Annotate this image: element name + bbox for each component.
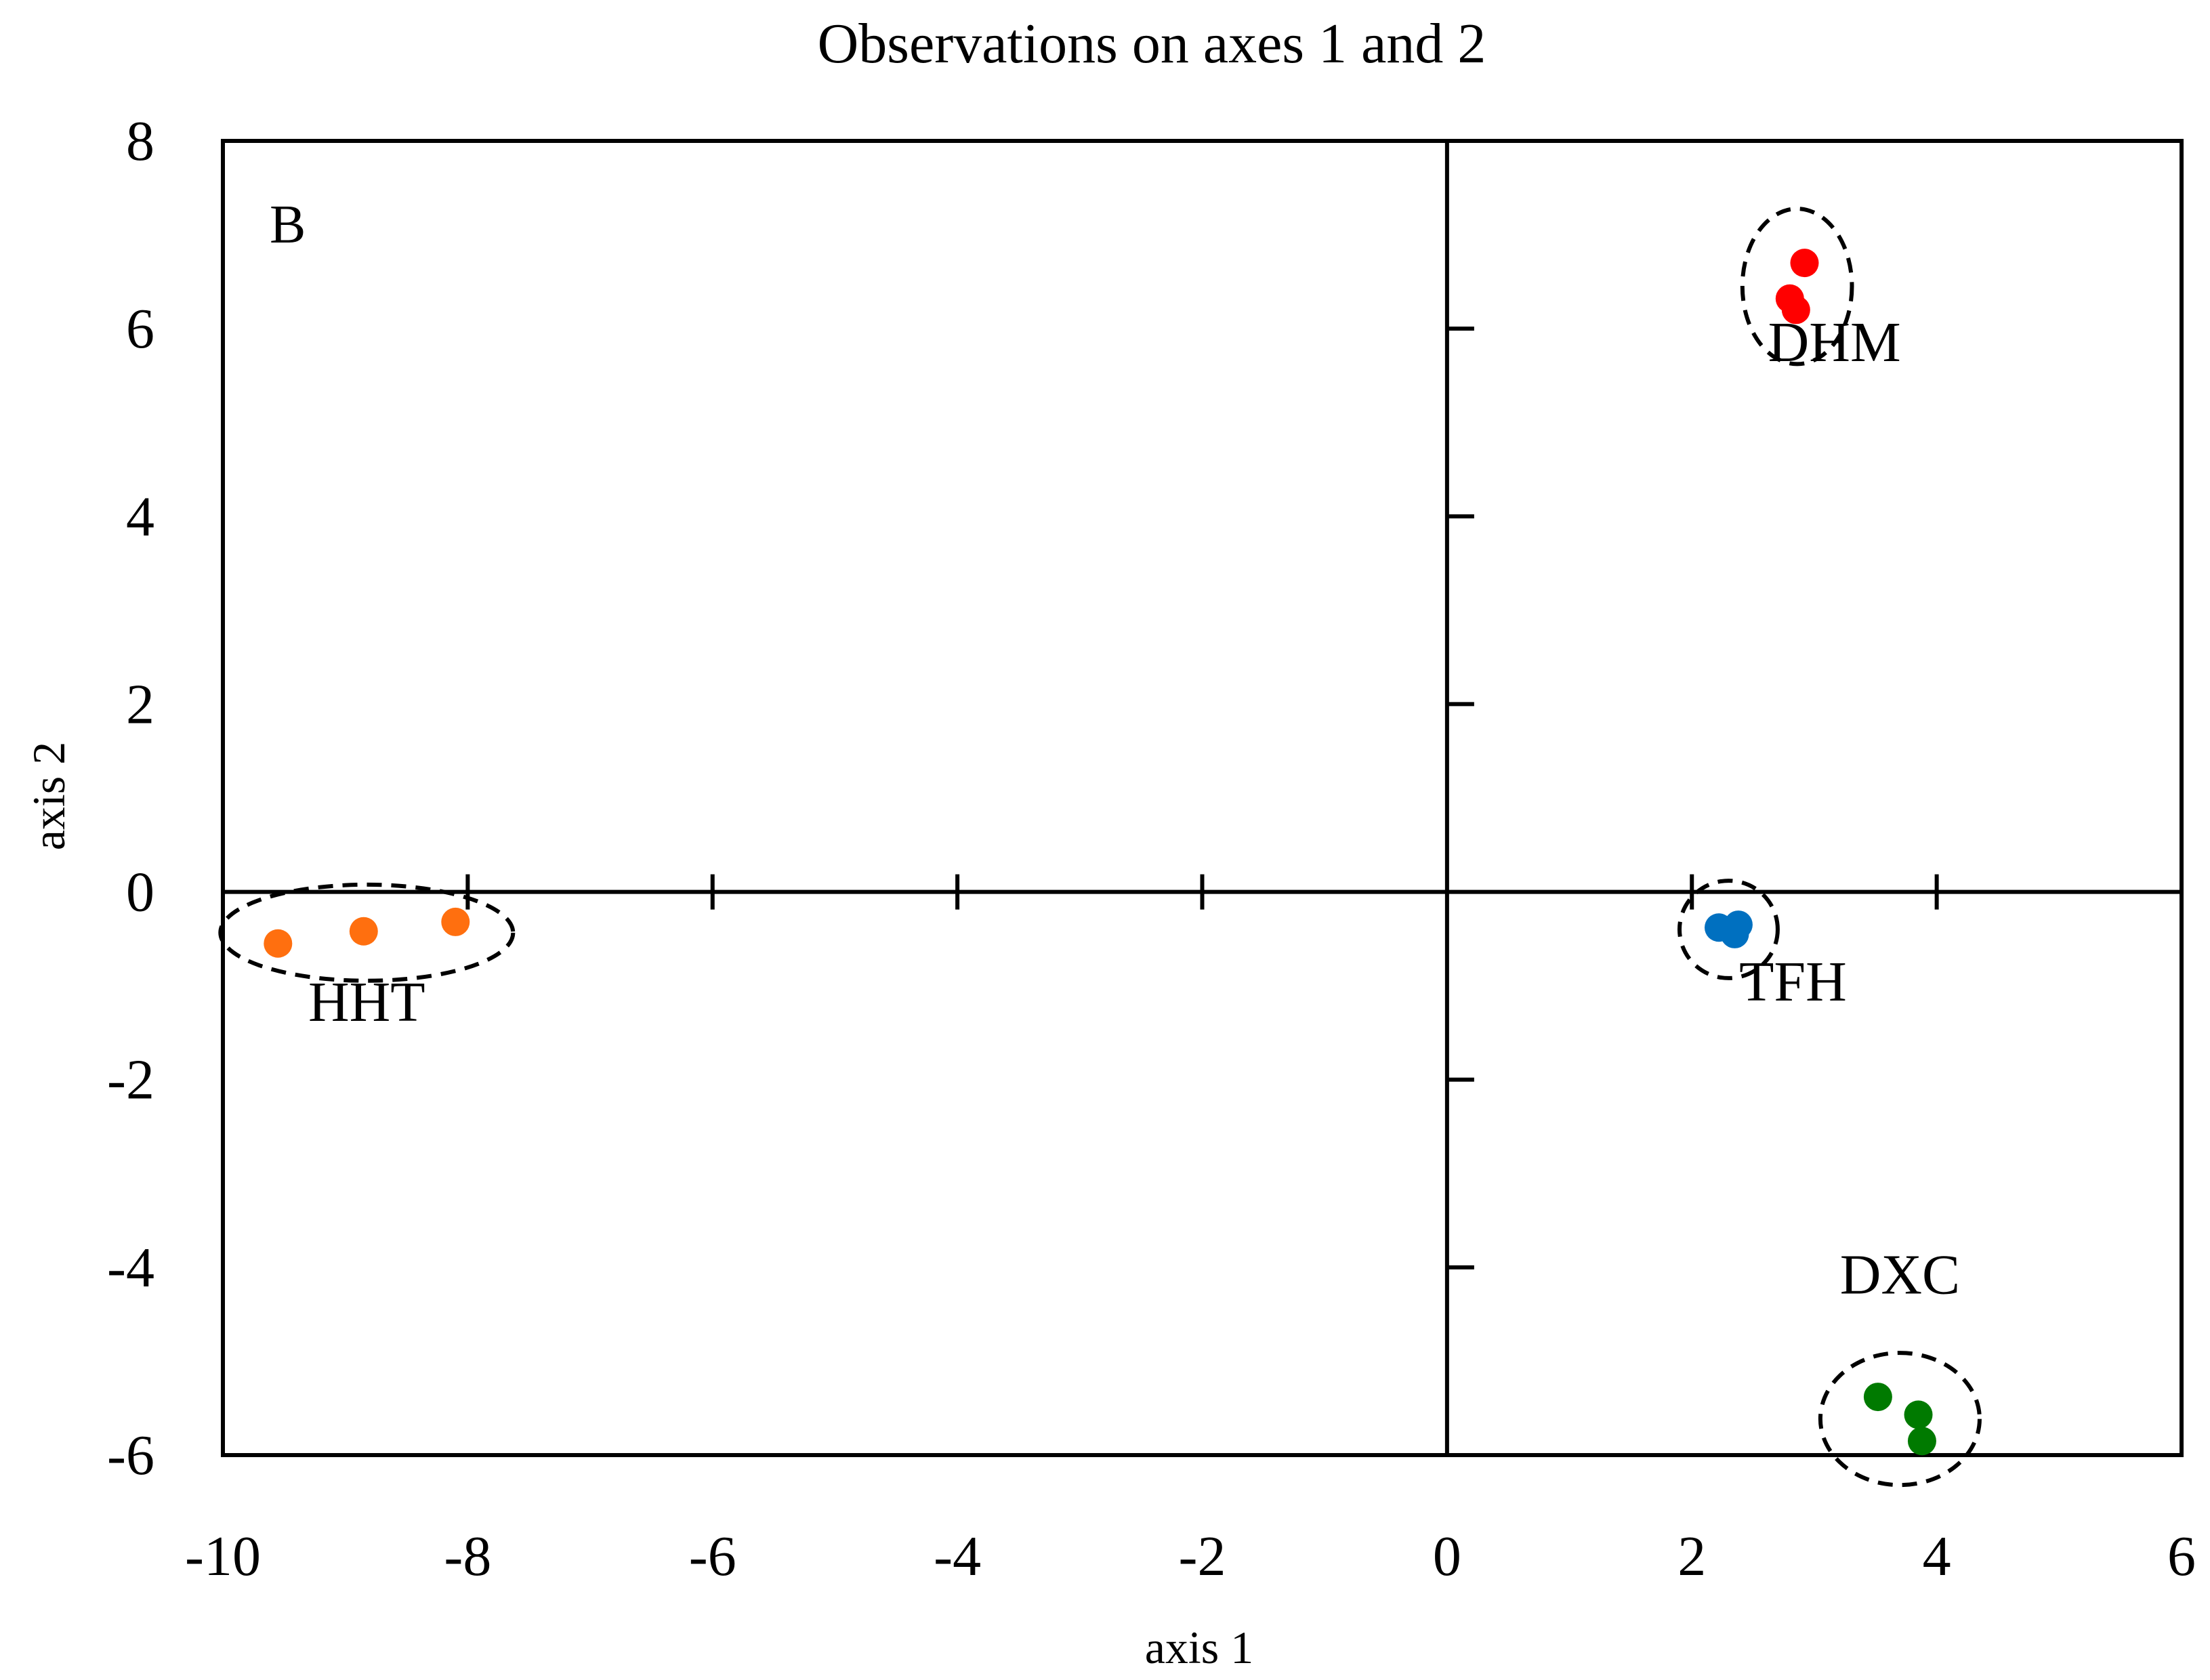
group-outline-hht [218, 882, 516, 983]
x-tick-label: -4 [934, 1525, 981, 1588]
y-tick-label: 2 [126, 673, 154, 736]
x-tick-label: 2 [1677, 1525, 1706, 1588]
group-outline-dxc [1818, 1351, 1982, 1488]
x-tick-label: -10 [185, 1525, 261, 1588]
x-tick-label: -2 [1179, 1525, 1226, 1588]
y-tick-label: 8 [126, 110, 154, 173]
data-point-tfh [1724, 910, 1753, 940]
x-tick-label: -8 [444, 1525, 491, 1588]
y-tick-label: -6 [107, 1424, 154, 1487]
group-label-dxc: DXC [1840, 1244, 1960, 1307]
panel-label: B [270, 195, 306, 255]
y-tick-label: 4 [126, 485, 154, 548]
data-points [264, 249, 1936, 1456]
plot-frame [221, 139, 2184, 1457]
group-outline-dhm [1740, 207, 1854, 366]
group-outlines [218, 207, 1982, 1488]
y-tick-label: 6 [126, 297, 154, 360]
x-axis-label: axis 1 [1145, 1622, 1254, 1673]
data-point-dxc [1863, 1383, 1892, 1412]
group-label-dhm: DHM [1768, 311, 1901, 374]
data-point-dxc [1907, 1427, 1936, 1456]
data-point-dhm [1790, 249, 1819, 278]
x-tick-label: 6 [2167, 1525, 2196, 1588]
data-point-dxc [1904, 1400, 1933, 1429]
group-label-hht: HHT [308, 971, 425, 1034]
data-point-dhm [1781, 295, 1810, 324]
y-tick-label: 0 [126, 861, 154, 924]
data-point-hht [441, 907, 470, 936]
x-tick-label: -6 [689, 1525, 736, 1588]
x-tick-label: 0 [1433, 1525, 1461, 1588]
x-tick-labels: -10 -8 -6 -4 -2 0 2 4 6 [185, 1525, 2196, 1588]
y-tick-label: -2 [107, 1049, 154, 1112]
data-point-hht [264, 929, 293, 958]
chart-title: Observations on axes 1 and 2 [818, 12, 1486, 75]
tick-marks [465, 327, 1939, 1269]
y-axis-label: axis 2 [23, 742, 75, 851]
group-outline-tfh [1677, 879, 1780, 980]
y-tick-labels: -6 -4 -2 0 2 4 6 8 [107, 110, 154, 1487]
x-tick-label: 4 [1923, 1525, 1951, 1588]
data-point-hht [349, 917, 378, 946]
group-labels: HHT DHM TFH DXC [308, 311, 1960, 1307]
y-tick-label: -4 [107, 1236, 154, 1299]
group-label-tfh: TFH [1739, 950, 1847, 1013]
